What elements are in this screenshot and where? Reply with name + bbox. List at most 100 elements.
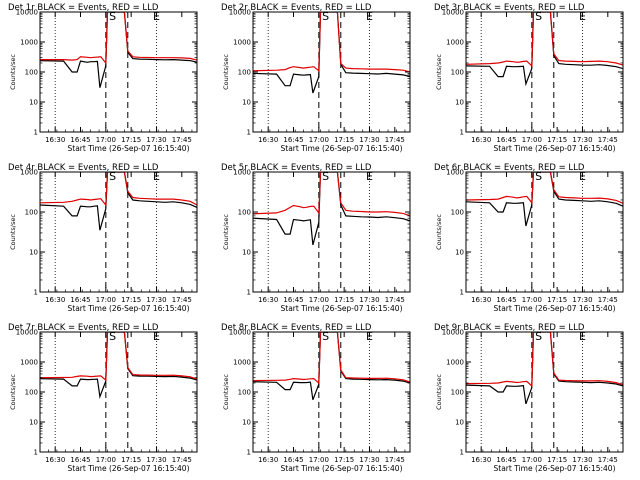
events-series-line	[466, 172, 623, 227]
x-tick-label: 17:45	[172, 136, 192, 144]
interval-marker-s: S	[322, 10, 329, 23]
x-tick-label: 16:30	[45, 456, 65, 464]
y-tick-label: 1	[247, 129, 251, 137]
x-axis-label: Start Time (26-Sep-07 16:15:40)	[68, 144, 190, 153]
y-tick-label: 100	[238, 69, 251, 77]
x-tick-label: 16:30	[258, 456, 278, 464]
detector-chart: Det 6r BLACK = Events, RED = LLD 1 10 100 10…	[434, 163, 624, 313]
events-series-line	[253, 332, 410, 401]
y-tick-label: 1	[34, 449, 38, 457]
detector-panel: Det 3r BLACK = Events, RED = LLD 1 10 100 10…	[426, 0, 639, 160]
interval-marker-s: S	[535, 330, 542, 343]
plot-frame	[252, 171, 411, 293]
chart-title: Det 3r BLACK = Events, RED = LLD	[434, 3, 585, 13]
y-tick-label: 1	[247, 289, 251, 297]
detector-chart: Det 8r BLACK = Events, RED = LLD 1 10 100 10…	[221, 323, 411, 473]
plot-frame	[465, 171, 624, 293]
detector-chart: Det 7r BLACK = Events, RED = LLD 1 10 100 10…	[8, 323, 198, 473]
detector-panel: Det 4r BLACK = Events, RED = LLD 1 10 100 10…	[0, 160, 213, 320]
x-tick-label: 17:45	[598, 456, 618, 464]
y-tick-label: 1000	[233, 39, 251, 47]
events-series-line	[253, 172, 410, 246]
lld-series-line	[253, 12, 410, 73]
y-tick-label: 1000	[446, 169, 464, 177]
x-tick-label: 17:30	[359, 136, 379, 144]
chart-title: Det 5r BLACK = Events, RED = LLD	[221, 163, 372, 173]
x-axis-label: Start Time (26-Sep-07 16:15:40)	[494, 304, 616, 313]
x-tick-label: 17:45	[172, 296, 192, 304]
x-tick-label: 17:30	[146, 456, 166, 464]
y-tick-label: 1	[247, 449, 251, 457]
interval-marker-e: E	[366, 170, 373, 183]
x-tick-label: 17:00	[96, 296, 116, 304]
x-tick-label: 17:45	[598, 296, 618, 304]
lld-series-line	[40, 12, 197, 65]
detector-chart: Det 1r BLACK = Events, RED = LLD 1 10 100 10…	[8, 3, 198, 153]
plot-frame	[39, 171, 198, 293]
chart-title: Det 4r BLACK = Events, RED = LLD	[8, 163, 159, 173]
x-tick-label: 17:00	[522, 136, 542, 144]
x-tick-label: 17:15	[547, 296, 567, 304]
x-tick-label: 16:30	[45, 296, 65, 304]
plot-frame	[252, 331, 411, 453]
events-series-line	[40, 12, 197, 88]
y-axis-label: Counts/sec	[9, 214, 17, 250]
x-tick-label: 17:15	[121, 296, 141, 304]
x-tick-label: 16:30	[258, 296, 278, 304]
x-tick-label: 17:30	[572, 296, 592, 304]
x-tick-label: 16:30	[258, 136, 278, 144]
y-tick-label: 1000	[20, 169, 38, 177]
y-tick-label: 10000	[442, 9, 464, 17]
y-tick-label: 1000	[20, 359, 38, 367]
y-tick-label: 1000	[20, 39, 38, 47]
y-axis-label: Counts/sec	[222, 54, 230, 90]
y-tick-label: 100	[451, 69, 464, 77]
x-tick-label: 16:45	[70, 296, 90, 304]
detector-panel: Det 5r BLACK = Events, RED = LLD 1 10 100 10…	[213, 160, 426, 320]
x-tick-label: 16:30	[471, 456, 491, 464]
y-tick-label: 10000	[229, 9, 251, 17]
y-tick-label: 10	[29, 99, 38, 107]
detector-chart: Det 9r BLACK = Events, RED = LLD 1 10 100 10…	[434, 323, 624, 473]
plot-frame	[39, 331, 198, 453]
y-tick-label: 10000	[16, 9, 38, 17]
y-tick-label: 10	[455, 419, 464, 427]
y-tick-label: 10	[242, 249, 251, 257]
events-series-line	[466, 332, 623, 405]
chart-title: Det 8r BLACK = Events, RED = LLD	[221, 323, 372, 333]
plot-frame	[252, 11, 411, 133]
x-axis-label: Start Time (26-Sep-07 16:15:40)	[68, 464, 190, 473]
lld-series-line	[466, 12, 623, 68]
x-tick-label: 17:45	[385, 296, 405, 304]
y-tick-label: 1	[460, 129, 464, 137]
x-tick-label: 17:30	[146, 296, 166, 304]
y-tick-label: 100	[451, 389, 464, 397]
y-axis-label: Counts/sec	[222, 374, 230, 410]
interval-marker-e: E	[153, 330, 160, 343]
x-tick-label: 17:00	[96, 136, 116, 144]
y-tick-label: 1000	[233, 359, 251, 367]
x-tick-label: 17:00	[522, 456, 542, 464]
x-tick-label: 16:30	[45, 136, 65, 144]
y-tick-label: 10	[455, 249, 464, 257]
y-tick-label: 10000	[229, 329, 251, 337]
interval-marker-s: S	[109, 170, 116, 183]
y-tick-label: 1	[34, 129, 38, 137]
x-axis-label: Start Time (26-Sep-07 16:15:40)	[281, 464, 403, 473]
y-tick-label: 100	[238, 209, 251, 217]
chart-title: Det 1r BLACK = Events, RED = LLD	[8, 3, 159, 13]
detector-chart: Det 2r BLACK = Events, RED = LLD 1 10 100 10…	[221, 3, 411, 153]
interval-marker-e: E	[579, 330, 586, 343]
x-axis-label: Start Time (26-Sep-07 16:15:40)	[281, 304, 403, 313]
interval-marker-e: E	[579, 170, 586, 183]
interval-marker-s: S	[322, 170, 329, 183]
detector-panel: Det 6r BLACK = Events, RED = LLD 1 10 100 10…	[426, 160, 639, 320]
y-tick-label: 100	[25, 389, 38, 397]
y-tick-label: 1	[34, 289, 38, 297]
x-tick-label: 17:15	[121, 456, 141, 464]
x-tick-label: 16:45	[70, 136, 90, 144]
y-axis-label: Counts/sec	[435, 374, 443, 410]
y-tick-label: 10	[455, 99, 464, 107]
y-tick-label: 100	[25, 69, 38, 77]
y-axis-label: Counts/sec	[435, 214, 443, 250]
